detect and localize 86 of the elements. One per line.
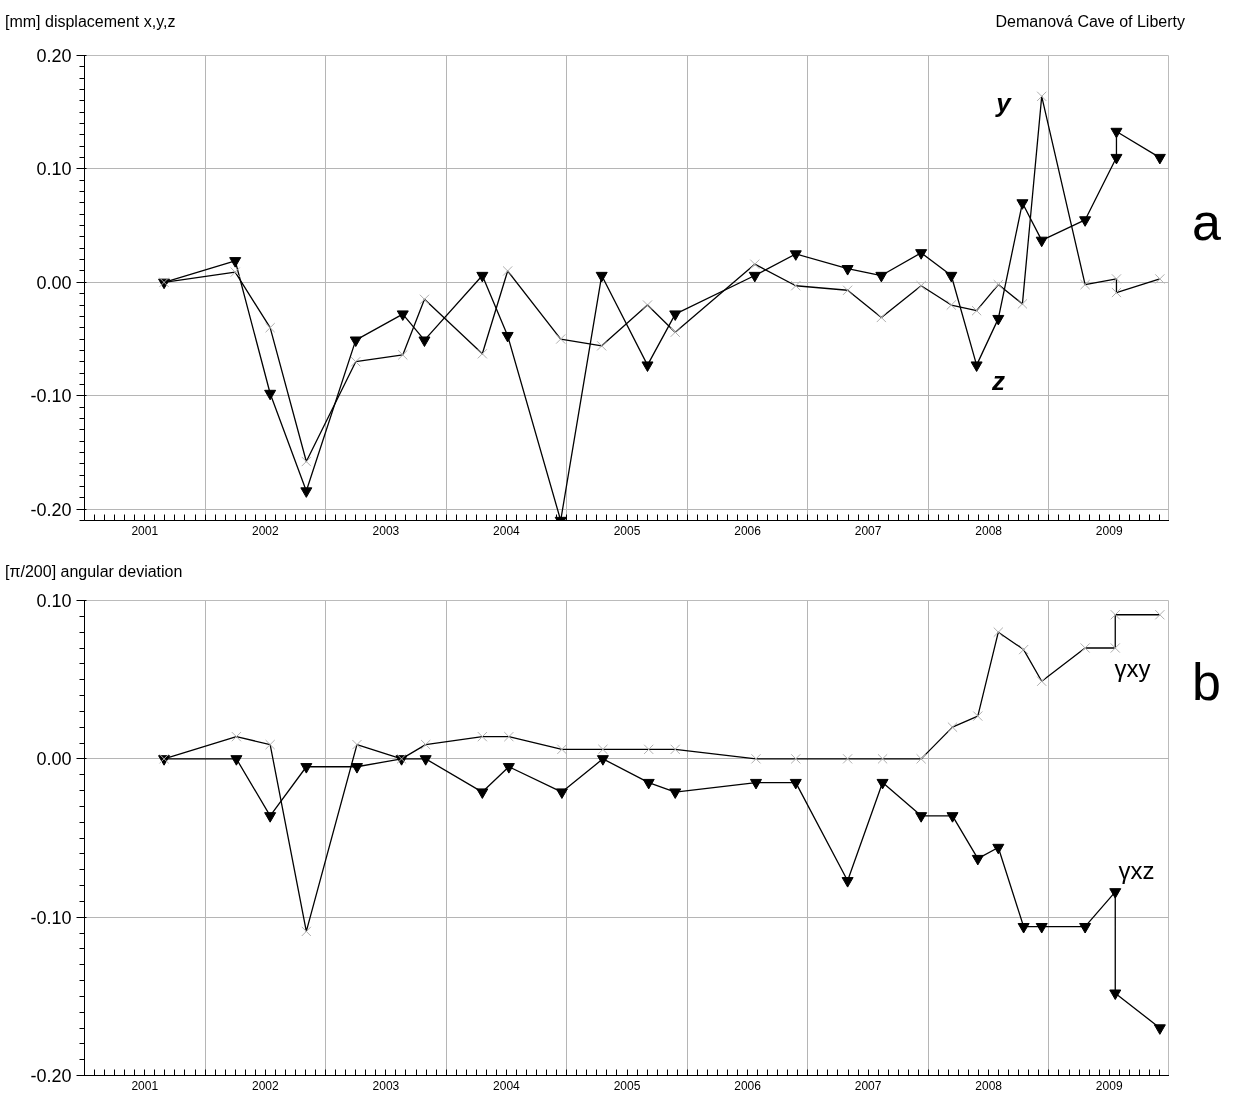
point bbox=[1153, 153, 1166, 165]
point bbox=[1017, 922, 1030, 934]
point bbox=[300, 763, 313, 774]
point bbox=[970, 361, 983, 372]
annotation: γxy bbox=[1114, 655, 1151, 682]
point bbox=[915, 812, 928, 823]
point bbox=[596, 755, 609, 766]
point bbox=[502, 763, 515, 774]
point bbox=[1109, 888, 1122, 899]
point bbox=[229, 257, 242, 268]
y-tick-label: 0.10 bbox=[36, 591, 72, 611]
x-tick-label: 2008 bbox=[975, 1078, 1003, 1093]
point bbox=[641, 361, 654, 372]
point bbox=[230, 755, 243, 766]
point bbox=[1035, 922, 1048, 934]
annotation: γxz bbox=[1118, 857, 1155, 884]
point bbox=[642, 778, 655, 790]
y-tick-label: 0.10 bbox=[36, 159, 72, 180]
x-tick-label: 2007 bbox=[854, 1078, 882, 1093]
y-tick-label: -0.20 bbox=[30, 499, 72, 520]
point bbox=[669, 310, 682, 321]
x-tick-label: 2006 bbox=[734, 1078, 762, 1093]
point bbox=[1110, 127, 1123, 139]
annotation: z bbox=[991, 365, 1005, 396]
point bbox=[789, 250, 802, 261]
point bbox=[501, 331, 514, 343]
point bbox=[264, 389, 277, 401]
point bbox=[749, 778, 762, 790]
point bbox=[1153, 1024, 1166, 1035]
x-tick-label: 2009 bbox=[1095, 1078, 1123, 1093]
point bbox=[875, 271, 888, 283]
point bbox=[841, 265, 854, 276]
point bbox=[555, 788, 568, 799]
point bbox=[1079, 216, 1092, 227]
x-tick-label: 2001 bbox=[131, 1078, 159, 1093]
point bbox=[1035, 236, 1048, 248]
x-tick-label: 2005 bbox=[613, 523, 641, 538]
x-tick-label: 2002 bbox=[251, 1078, 280, 1093]
x-tick-label: 2008 bbox=[975, 523, 1003, 538]
point bbox=[876, 778, 889, 790]
point bbox=[419, 755, 432, 766]
point bbox=[396, 310, 409, 321]
x-tick-label: 2004 bbox=[493, 1078, 521, 1093]
chart-subtitle: Demanová Cave of Liberty bbox=[995, 12, 1185, 32]
point bbox=[1079, 922, 1092, 934]
point bbox=[350, 763, 363, 774]
point bbox=[915, 249, 928, 260]
point bbox=[1109, 989, 1122, 1001]
y-axis-title: [π/200] angular deviation bbox=[5, 562, 183, 582]
x-tick-label: 2003 bbox=[372, 1078, 400, 1093]
point bbox=[669, 788, 682, 799]
y-axis-title: [mm] displacement x,y,z bbox=[5, 12, 176, 32]
point bbox=[476, 271, 489, 283]
point bbox=[945, 271, 958, 283]
y-tick-label: -0.10 bbox=[30, 386, 72, 407]
x-tick-label: 2009 bbox=[1095, 523, 1123, 538]
text: b bbox=[1192, 652, 1221, 713]
point bbox=[1016, 199, 1029, 210]
point bbox=[349, 336, 362, 348]
point bbox=[300, 487, 313, 498]
point bbox=[971, 854, 984, 866]
point bbox=[946, 812, 959, 823]
point bbox=[992, 843, 1005, 855]
x-tick-label: 2005 bbox=[613, 1078, 641, 1093]
y-tick-label: -0.10 bbox=[30, 907, 72, 928]
x-tick-label: 2001 bbox=[131, 523, 159, 538]
x-tick-label: 2007 bbox=[854, 523, 882, 538]
point bbox=[476, 788, 489, 799]
y-tick-label: 0.00 bbox=[36, 272, 72, 293]
text: a bbox=[1192, 192, 1221, 253]
x-tick-label: 2004 bbox=[493, 523, 521, 538]
x-tick-label: 2006 bbox=[734, 523, 762, 538]
y-tick-label: 0.00 bbox=[36, 749, 72, 770]
point bbox=[789, 778, 802, 790]
x-tick-label: 2002 bbox=[251, 523, 280, 538]
point bbox=[418, 336, 431, 348]
y-tick-label: -0.20 bbox=[30, 1066, 72, 1086]
point bbox=[264, 812, 277, 823]
x-tick-label: 2003 bbox=[372, 523, 400, 538]
point bbox=[748, 271, 761, 283]
point bbox=[595, 271, 608, 283]
point bbox=[841, 877, 854, 888]
y-tick-label: 0.20 bbox=[36, 46, 72, 66]
point bbox=[992, 314, 1005, 326]
annotation: y bbox=[994, 87, 1013, 118]
point bbox=[1110, 153, 1123, 165]
